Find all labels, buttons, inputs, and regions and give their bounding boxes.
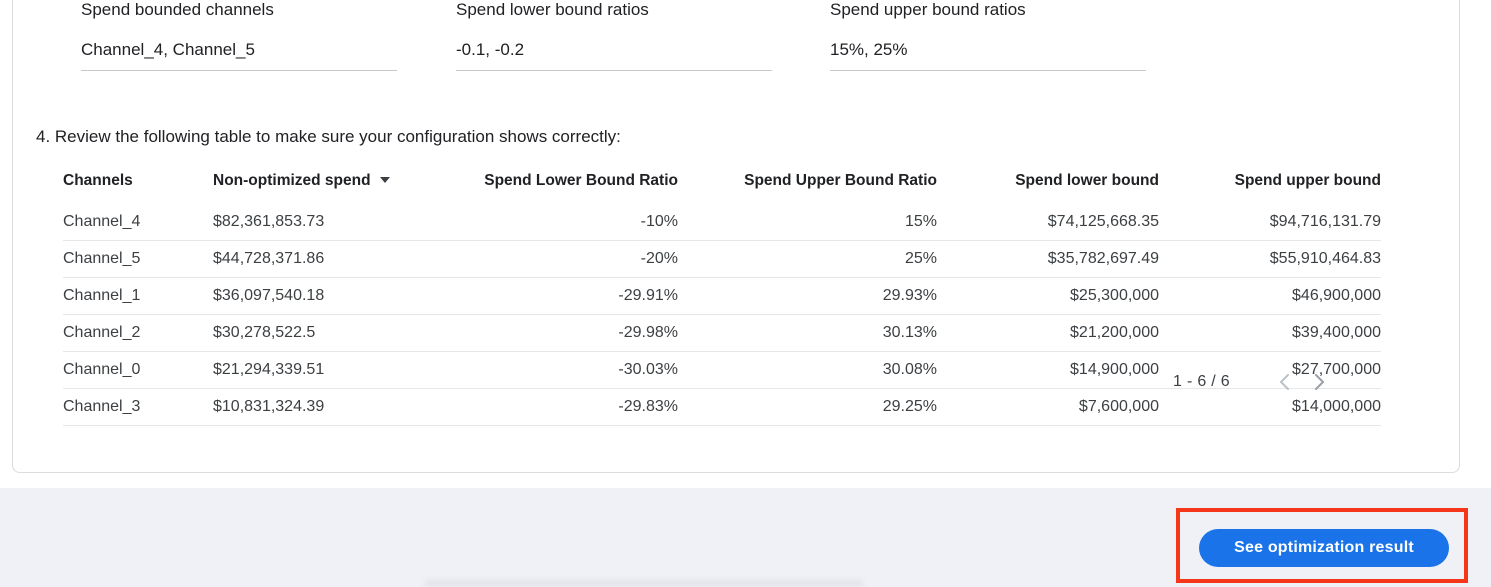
- sort-descending-icon[interactable]: [379, 176, 390, 183]
- table-header: Channels Non-optimized spend Spend Lower…: [63, 172, 1381, 204]
- table-row[interactable]: Channel_4 $82,361,853.73 -10% 15% $74,125,66…: [63, 204, 1381, 241]
- cell-channel-name: Channel_4: [63, 213, 141, 230]
- table-cell: -20%: [460, 240, 678, 278]
- table-cell: $30,278,522.5: [213, 314, 460, 352]
- table-cell: -29.91%: [460, 277, 678, 315]
- config-field-row: Spend bounded channels Channel_4, Channe…: [13, 0, 1459, 90]
- column-header-label: Spend upper bound: [1234, 172, 1381, 189]
- table-cell: 29.25%: [678, 388, 937, 426]
- configuration-table: Channels Non-optimized spend Spend Lower…: [63, 172, 1381, 426]
- cell-channel-name: Channel_3: [63, 388, 213, 426]
- pagination-range-label: 1 - 6 / 6: [1173, 373, 1230, 390]
- table-cell: $21,294,339.51: [213, 351, 460, 389]
- field-label: Spend upper bound ratios: [830, 0, 1026, 19]
- table-cell: $14,900,000: [937, 351, 1159, 389]
- column-header-label: Non-optimized spend: [213, 172, 371, 189]
- table-cell: $46,900,000: [1159, 277, 1381, 315]
- table-body: Channel_4 $82,361,853.73 -10% 15% $74,125,66…: [63, 204, 1381, 426]
- table-cell: 30.08%: [678, 351, 937, 389]
- cell-channel-name: Channel_5: [63, 240, 213, 278]
- table-cell: -10%: [640, 213, 678, 230]
- table-cell: $44,728,371.86: [213, 240, 460, 278]
- table-cell: $74,125,668.35: [1047, 213, 1159, 230]
- column-header-label: Spend Lower Bound Ratio: [484, 172, 678, 189]
- cell-channel-name: Channel_0: [63, 351, 213, 389]
- field-spend-lower-bound-ratios: Spend lower bound ratios -0.1, -0.2: [456, 0, 772, 71]
- table-cell: -29.98%: [460, 314, 678, 352]
- table-cell: 15%: [904, 213, 937, 230]
- table-cell: -30.03%: [460, 351, 678, 389]
- table-row[interactable]: Channel_0 $21,294,339.51 -30.03% 30.08% $14,…: [63, 351, 1381, 389]
- table-pagination: 1 - 6 / 6: [1173, 365, 1336, 399]
- column-header-non-optimized-spend[interactable]: Non-optimized spend: [213, 172, 460, 204]
- column-header-label: Spend lower bound: [1015, 172, 1159, 189]
- cell-channel-name: Channel_1: [63, 277, 213, 315]
- column-header-spend-upper-bound-ratio[interactable]: Spend Upper Bound Ratio: [678, 172, 937, 204]
- footer-bottom-edge: [424, 579, 864, 587]
- table-row[interactable]: Channel_5 $44,728,371.86 -20% 25% $35,782,69…: [63, 240, 1381, 278]
- spend-lower-bound-ratios-input[interactable]: -0.1, -0.2: [456, 39, 772, 71]
- table-row[interactable]: Channel_1 $36,097,540.18 -29.91% 29.93% $25,…: [63, 277, 1381, 315]
- table-cell: -29.83%: [460, 388, 678, 426]
- cell-channel-name: Channel_2: [63, 314, 213, 352]
- column-header-spend-upper-bound[interactable]: Spend upper bound: [1159, 172, 1381, 204]
- table-cell: $39,400,000: [1159, 314, 1381, 352]
- column-header-label: Spend Upper Bound Ratio: [744, 172, 937, 189]
- cta-highlight-annotation: [1176, 508, 1468, 583]
- chevron-right-icon: [1315, 374, 1324, 390]
- pagination-prev-button[interactable]: [1268, 365, 1302, 399]
- table-cell: $27,700,000: [1159, 351, 1381, 389]
- table-cell: $36,097,540.18: [213, 277, 460, 315]
- table-cell: $7,600,000: [937, 388, 1159, 426]
- field-spend-bounded-channels: Spend bounded channels Channel_4, Channe…: [81, 0, 397, 71]
- table-cell: 25%: [678, 240, 937, 278]
- table-row[interactable]: Channel_2 $30,278,522.5 -29.98% 30.13% $21,2…: [63, 314, 1381, 352]
- field-label: Spend bounded channels: [81, 0, 274, 19]
- table-cell: $35,782,697.49: [937, 240, 1159, 278]
- column-header-channels[interactable]: Channels: [63, 172, 213, 204]
- table-cell: $10,831,324.39: [213, 388, 460, 426]
- see-optimization-result-button[interactable]: See optimization result: [1199, 529, 1449, 567]
- configuration-card: Spend bounded channels Channel_4, Channe…: [12, 0, 1460, 473]
- column-header-label: Channels: [63, 172, 133, 189]
- table-row[interactable]: Channel_3 $10,831,324.39 -29.83% 29.25% $7,6…: [63, 388, 1381, 426]
- table-header-row: Channels Non-optimized spend Spend Lower…: [63, 172, 1381, 204]
- table-cell: 30.13%: [678, 314, 937, 352]
- table-cell: $21,200,000: [937, 314, 1159, 352]
- chevron-left-icon: [1280, 374, 1289, 390]
- table-cell: $14,000,000: [1159, 388, 1381, 426]
- configuration-table-container: Channels Non-optimized spend Spend Lower…: [63, 172, 1381, 426]
- table-cell: $82,361,853.73: [213, 213, 325, 230]
- step-4-heading: 4. Review the following table to make su…: [36, 127, 621, 146]
- table-cell: $94,716,131.79: [1269, 213, 1381, 230]
- spend-bounded-channels-input[interactable]: Channel_4, Channel_5: [81, 39, 397, 71]
- field-spend-upper-bound-ratios: Spend upper bound ratios 15%, 25%: [830, 0, 1146, 71]
- table-cell: $55,910,464.83: [1159, 240, 1381, 278]
- column-header-spend-lower-bound-ratio[interactable]: Spend Lower Bound Ratio: [460, 172, 678, 204]
- spend-upper-bound-ratios-input[interactable]: 15%, 25%: [830, 39, 1146, 71]
- field-label: Spend lower bound ratios: [456, 0, 649, 19]
- table-cell: 29.93%: [678, 277, 937, 315]
- table-cell: $25,300,000: [937, 277, 1159, 315]
- pagination-next-button[interactable]: [1302, 365, 1336, 399]
- column-header-spend-lower-bound[interactable]: Spend lower bound: [937, 172, 1159, 204]
